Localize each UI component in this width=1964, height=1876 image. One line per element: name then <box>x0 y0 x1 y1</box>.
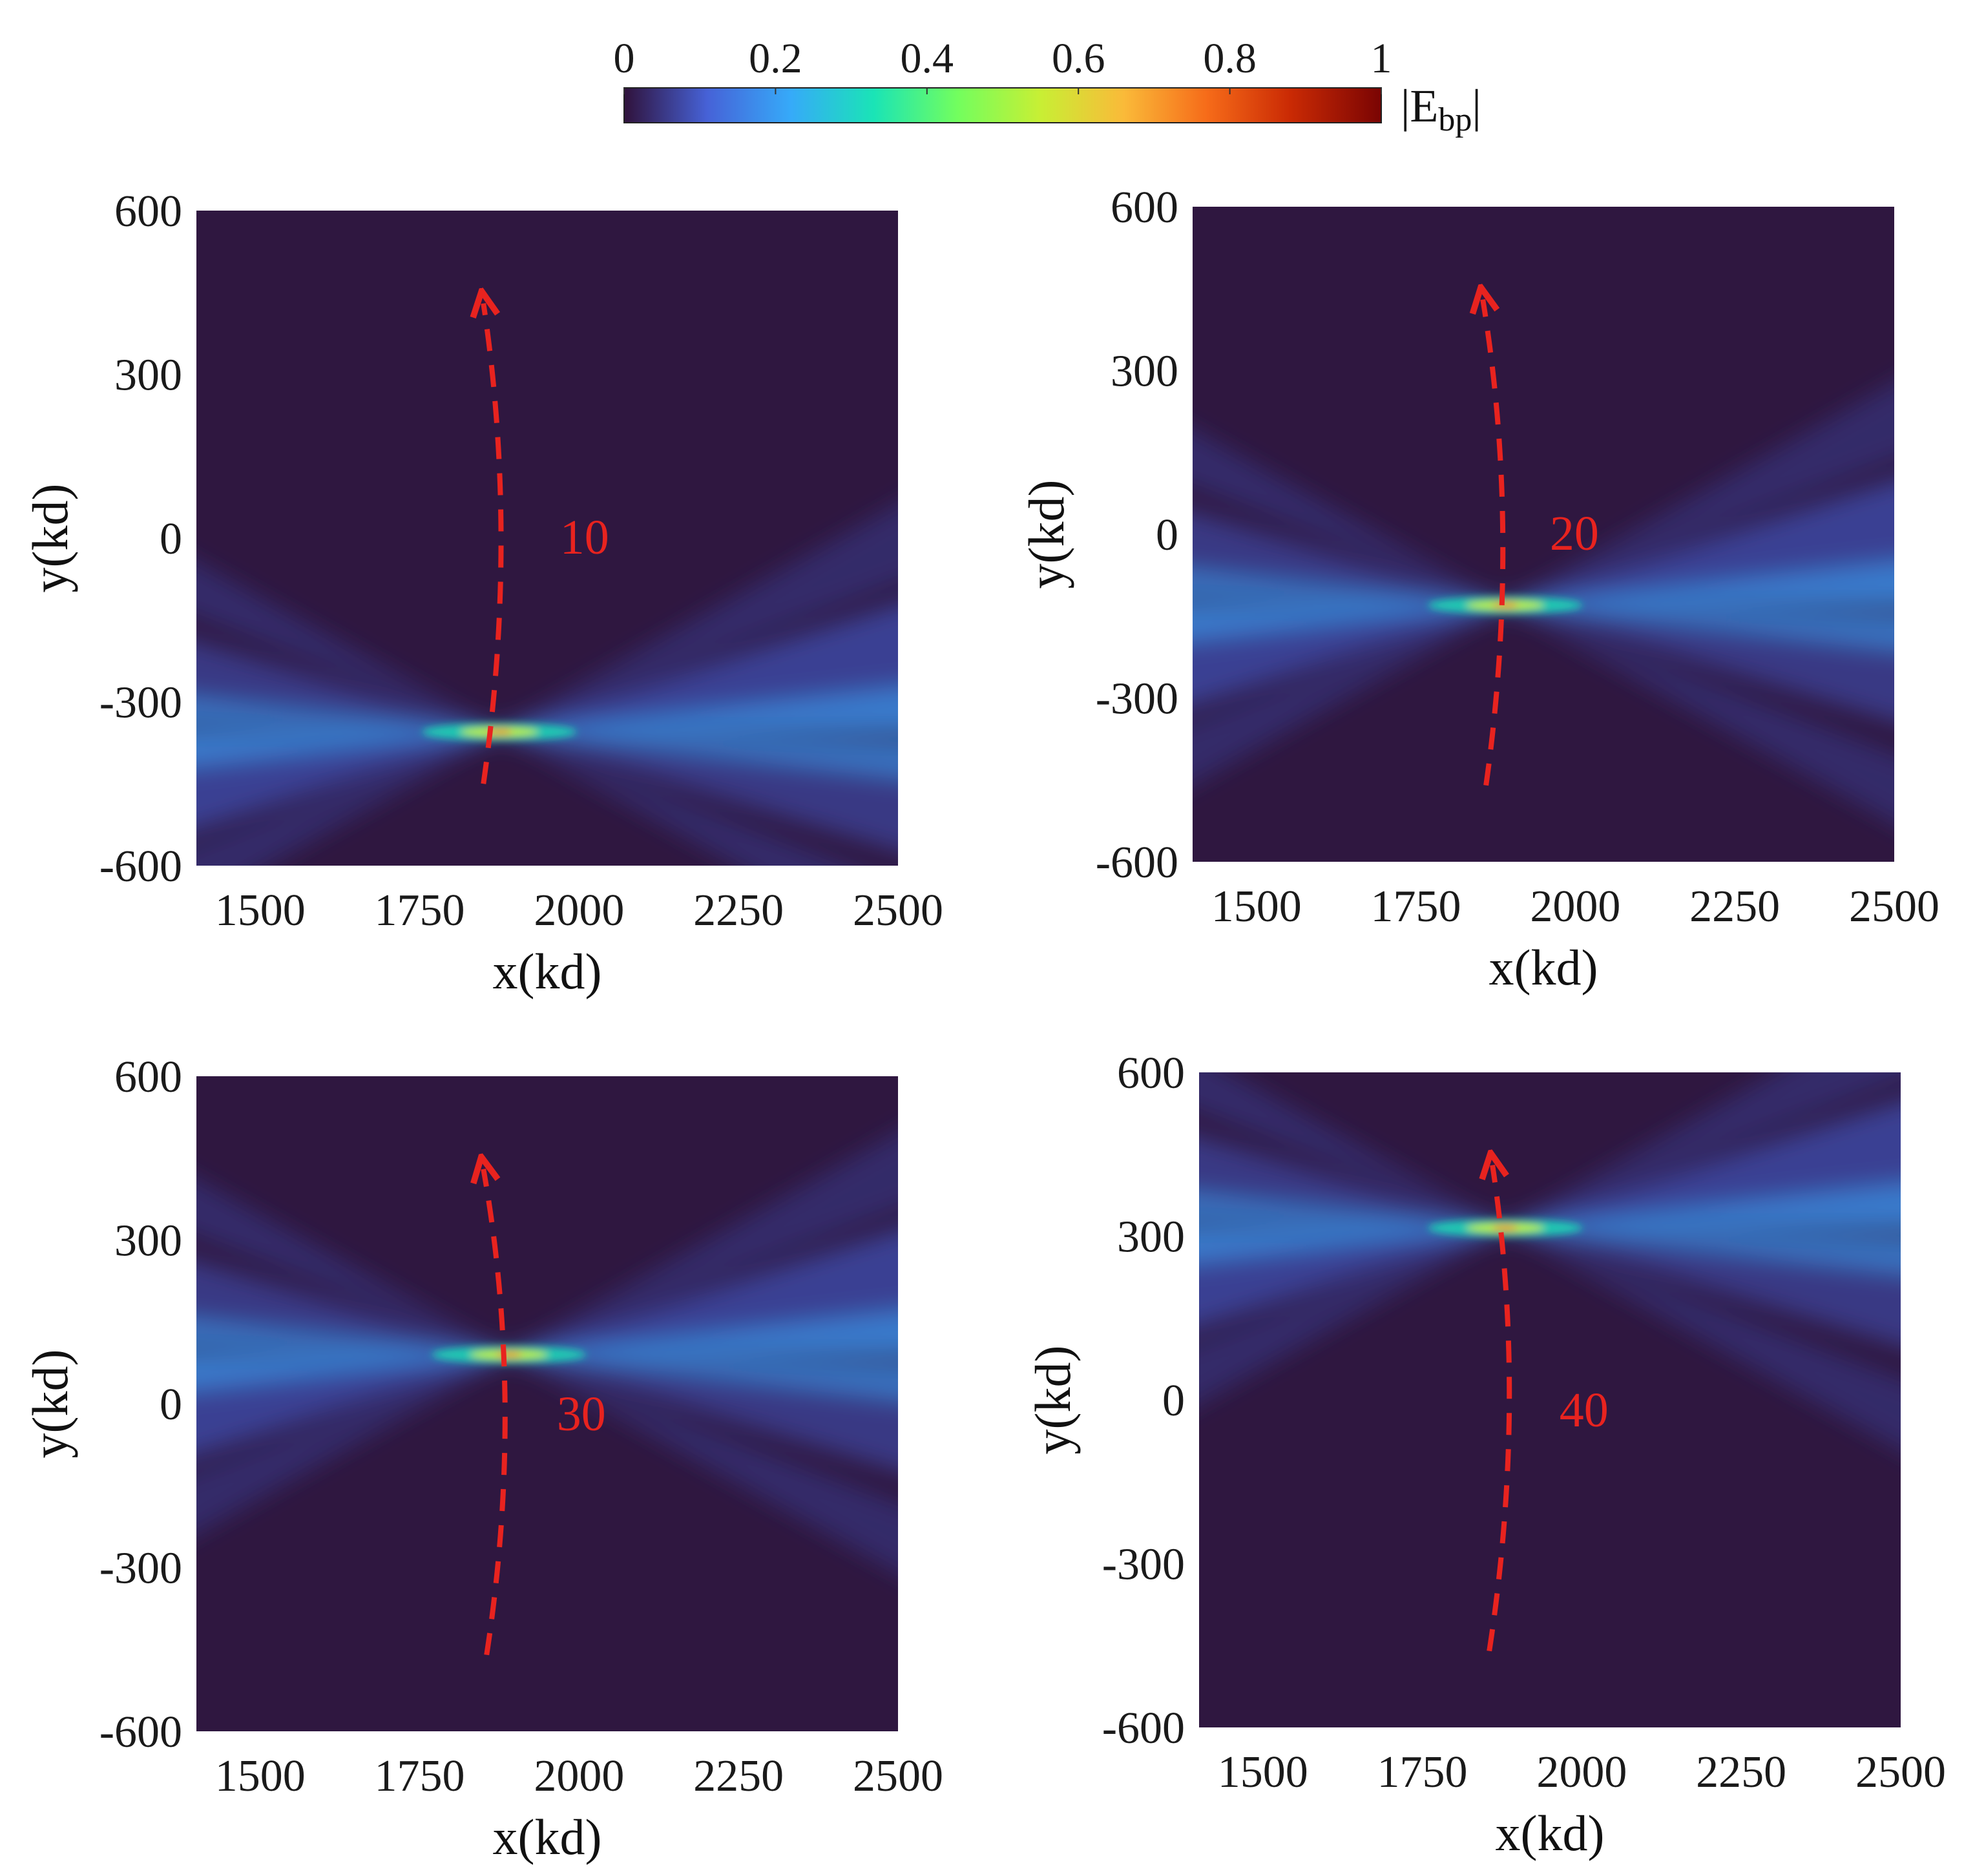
trajectory-arrow <box>483 1169 508 1656</box>
panel-annotation: 40 <box>1560 1383 1609 1437</box>
y-axis-label: y(kd) <box>22 484 78 593</box>
y-tick-label: -600 <box>99 1707 182 1757</box>
x-tick-label: 1750 <box>375 1751 465 1801</box>
beam-lobe <box>196 1229 898 1456</box>
focus-spot <box>421 722 577 741</box>
x-tick-label: 2250 <box>693 1751 784 1801</box>
heatmap <box>1199 1072 1901 1727</box>
colorbar-label: |Ebp| <box>1401 80 1481 138</box>
colorbar-tick-label: 0.6 <box>1052 35 1105 82</box>
y-tick-label: -300 <box>99 678 182 728</box>
heatmap <box>196 1076 898 1731</box>
beam-lobe <box>196 505 898 866</box>
y-axis-label: y(kd) <box>22 1350 78 1459</box>
x-axis-label: x(kd) <box>1496 1805 1605 1861</box>
x-tick-label: 2000 <box>1536 1747 1627 1797</box>
x-tick-label: 2000 <box>534 886 624 935</box>
beam-lobe <box>1199 1136 1901 1347</box>
colorbar-label-end: | <box>1472 80 1481 132</box>
beam-lobe <box>196 641 898 851</box>
colorbar: 0 0.2 0.4 0.6 0.8 1 |Ebp| <box>614 35 1481 138</box>
y-tick-label: 300 <box>1111 347 1178 397</box>
panel-top-right: 20 600 300 0 -300 -600 1500 1750 2000 2250 2500 x(k… <box>1018 183 1939 995</box>
x-tick-label: 1500 <box>215 886 306 935</box>
y-tick-label: 0 <box>160 514 182 564</box>
y-tick-label: -600 <box>99 842 182 891</box>
x-tick-label: 2500 <box>1855 1747 1946 1797</box>
beam-lobe <box>196 603 898 830</box>
colorbar-tick-label: 0 <box>614 35 635 82</box>
y-tick-label: -600 <box>1096 838 1178 888</box>
colorbar-tick-label: 1 <box>1371 35 1392 82</box>
beam-lobe <box>196 1180 898 1572</box>
colorbar-ticks: 0 0.2 0.4 0.6 0.8 1 <box>614 35 1392 94</box>
x-tick-label: 2000 <box>534 1751 624 1801</box>
y-tick-label: 300 <box>114 351 182 401</box>
y-axis-label: y(kd) <box>1025 1346 1081 1455</box>
y-tick-label: 600 <box>114 187 182 236</box>
y-tick-label: -300 <box>99 1544 182 1594</box>
beam-lobe <box>1199 1072 1901 1403</box>
panel-bottom-left: 30 600 300 0 -300 -600 1500 1750 2000 2250 2500 x(k… <box>22 1052 943 1865</box>
colorbar-label-main: |E <box>1401 80 1438 132</box>
colorbar-gradient <box>623 87 1382 123</box>
x-tick-label: 2500 <box>1849 882 1939 932</box>
y-tick-label: 600 <box>114 1052 182 1102</box>
focus-spot <box>1427 596 1583 614</box>
focus-spot <box>1427 1218 1583 1237</box>
colorbar-tick-label: 0.8 <box>1203 35 1257 82</box>
x-tick-label: 1500 <box>1211 882 1302 932</box>
beam-lobe <box>196 1132 898 1534</box>
beam-lobe <box>1193 511 1894 722</box>
y-tick-label: 600 <box>1111 183 1178 233</box>
colorbar-tick-label: 0.2 <box>749 35 802 82</box>
beam-lobe <box>1199 1100 1901 1327</box>
x-tick-label: 2500 <box>853 1751 943 1801</box>
y-tick-label: 300 <box>114 1216 182 1266</box>
x-axis-label: x(kd) <box>1489 939 1598 995</box>
panel-bottom-right: 40 600 300 0 -300 -600 1500 1750 2000 2250 2500 x(k… <box>1025 1048 1946 1861</box>
panel-annotation: 20 <box>1550 506 1599 561</box>
beam-lobe <box>196 1260 898 1472</box>
colorbar-label-sub: bp <box>1438 101 1472 138</box>
y-tick-label: -600 <box>1102 1704 1185 1753</box>
x-tick-label: 1500 <box>215 1751 306 1801</box>
y-tick-label: 0 <box>1156 510 1178 560</box>
y-tick-label: 0 <box>160 1380 182 1430</box>
beam-lobe <box>1193 430 1894 823</box>
y-tick-label: 0 <box>1162 1376 1185 1426</box>
colorbar-tick-label: 0.4 <box>901 35 954 82</box>
y-tick-label: -300 <box>1096 674 1178 724</box>
beam-lobe <box>1199 1072 1901 1450</box>
x-tick-label: 2500 <box>853 886 943 935</box>
trajectory-arrow <box>1483 300 1506 786</box>
y-tick-label: 600 <box>1117 1048 1185 1098</box>
x-tick-label: 1500 <box>1218 1747 1308 1797</box>
panel-annotation: 10 <box>560 510 609 565</box>
beam-field <box>1199 1072 1901 1450</box>
x-tick-label: 1750 <box>1377 1747 1468 1797</box>
x-axis-label: x(kd) <box>493 1809 602 1865</box>
x-tick-label: 1750 <box>1371 882 1461 932</box>
y-tick-label: 300 <box>1117 1213 1185 1262</box>
x-axis-label: x(kd) <box>493 943 602 999</box>
x-tick-label: 2250 <box>693 886 784 935</box>
panel-annotation: 30 <box>557 1387 606 1441</box>
x-tick-label: 2250 <box>1689 882 1780 932</box>
panel-top-left: 10 600 300 0 -300 -600 1500 1750 2000 2250 2500 x(k… <box>22 187 943 999</box>
beam-lobe <box>1193 383 1894 784</box>
x-tick-label: 2250 <box>1696 1747 1786 1797</box>
beam-lobe <box>1193 479 1894 707</box>
x-tick-label: 2000 <box>1530 882 1620 932</box>
trajectory-arrow <box>483 304 504 784</box>
heatmap <box>1193 207 1894 862</box>
focus-spot <box>431 1345 587 1364</box>
y-axis-label: y(kd) <box>1018 480 1074 589</box>
y-tick-label: -300 <box>1102 1540 1185 1590</box>
x-tick-label: 1750 <box>375 886 465 935</box>
trajectory-arrow <box>1489 1165 1512 1652</box>
heatmap <box>196 211 898 866</box>
